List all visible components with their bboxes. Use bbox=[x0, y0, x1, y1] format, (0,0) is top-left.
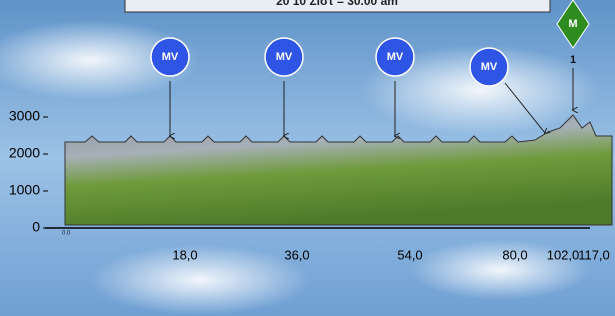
mv-label: MV bbox=[276, 51, 293, 63]
mv-label: MV bbox=[387, 51, 404, 63]
slide: 20 10 Σιστ = 30.00 am 0.0 MV MV MV MV M 1 0… bbox=[0, 0, 615, 316]
y-tick-label: 2000 bbox=[9, 145, 40, 161]
y-tick-label: 0 bbox=[32, 219, 40, 235]
cloud bbox=[90, 245, 310, 315]
summit-label: M bbox=[568, 18, 577, 30]
x-label: 54,0 bbox=[397, 247, 422, 262]
mv-label: MV bbox=[162, 51, 179, 63]
x-label: 102,0 bbox=[547, 247, 580, 262]
x-label: 36,0 bbox=[284, 247, 309, 262]
title: 20 10 Σιστ = 30.00 am bbox=[276, 0, 398, 8]
x-label: 18,0 bbox=[172, 247, 197, 262]
x-label: 117,0 bbox=[578, 247, 610, 262]
origin-label: 0.0 bbox=[62, 231, 71, 237]
y-tick-label: 1000 bbox=[9, 182, 40, 198]
x-label: 80,0 bbox=[502, 247, 527, 262]
y-tick-label: 3000 bbox=[9, 108, 40, 124]
mv-label: MV bbox=[481, 61, 498, 73]
summit-number: 1 bbox=[570, 54, 576, 66]
